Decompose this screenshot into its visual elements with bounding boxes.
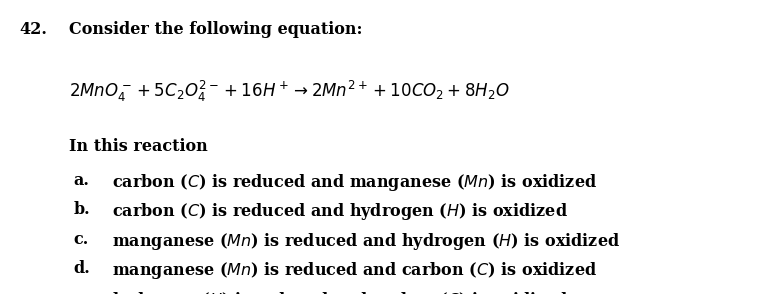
Text: e.: e. [73, 290, 89, 294]
Text: manganese ($\mathit{Mn}$) is reduced and hydrogen ($\mathit{H}$) is oxidized: manganese ($\mathit{Mn}$) is reduced and… [112, 231, 620, 252]
Text: hydrogen ($\mathit{H}$) is reduced and carbon ($\mathit{C}$) is oxidized: hydrogen ($\mathit{H}$) is reduced and c… [112, 290, 568, 294]
Text: c.: c. [73, 231, 89, 248]
Text: b.: b. [73, 201, 90, 218]
Text: carbon ($\mathit{C}$) is reduced and hydrogen ($\mathit{H}$) is oxidized: carbon ($\mathit{C}$) is reduced and hyd… [112, 201, 568, 222]
Text: carbon ($\mathit{C}$) is reduced and manganese ($\mathit{Mn}$) is oxidized: carbon ($\mathit{C}$) is reduced and man… [112, 172, 597, 193]
Text: d.: d. [73, 260, 90, 277]
Text: manganese ($\mathit{Mn}$) is reduced and carbon ($\mathit{C}$) is oxidized: manganese ($\mathit{Mn}$) is reduced and… [112, 260, 597, 281]
Text: a.: a. [73, 172, 90, 189]
Text: $2MnO_4^- + 5C_2O_4^{2-} + 16H^+ \rightarrow 2Mn^{2+} + 10CO_2 + 8H_2O$: $2MnO_4^- + 5C_2O_4^{2-} + 16H^+ \righta… [69, 79, 510, 104]
Text: 42.: 42. [19, 21, 47, 38]
Text: Consider the following equation:: Consider the following equation: [69, 21, 363, 38]
Text: In this reaction: In this reaction [69, 138, 208, 155]
